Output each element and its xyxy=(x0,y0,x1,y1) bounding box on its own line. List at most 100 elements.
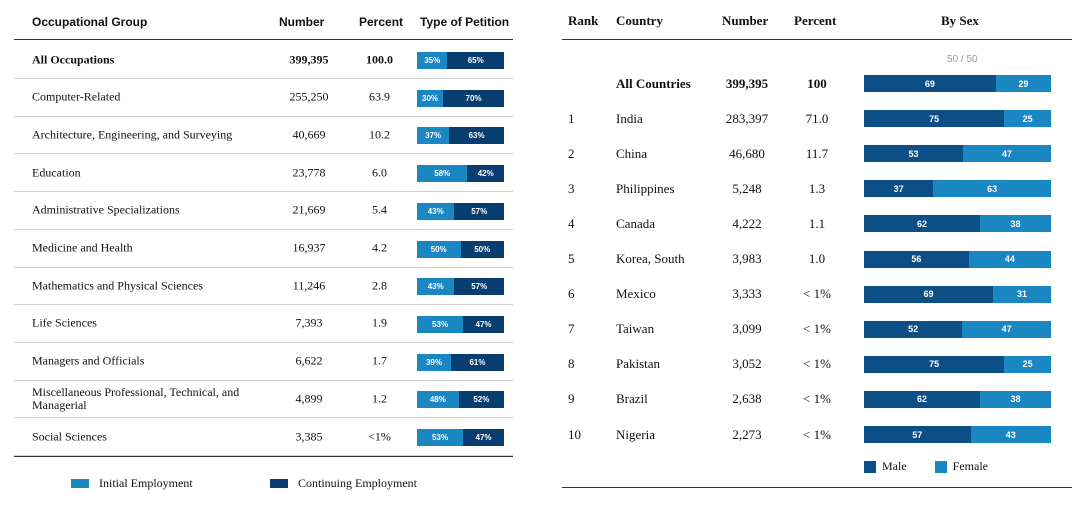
bar-segment-initial: 39% xyxy=(417,353,451,371)
country-name: China xyxy=(616,145,648,161)
country-row: 7 Taiwan 3,099 < 1% 52 47 xyxy=(562,312,1072,347)
country-number: 5,248 xyxy=(732,180,762,196)
occupation-percent: 5.4 xyxy=(372,202,387,217)
sex-bar: 62 38 xyxy=(864,390,1051,408)
bar-segment-initial: 35% xyxy=(417,52,448,69)
occupation-percent: 63.9 xyxy=(369,89,390,104)
country-rank: 3 xyxy=(568,180,575,196)
petition-bar: 50% 50% xyxy=(417,240,504,258)
country-number: 3,983 xyxy=(732,251,762,266)
bar-segment-continuing: 61% xyxy=(450,353,504,371)
bar-segment-initial: 37% xyxy=(417,127,450,145)
occupation-number: 21,669 xyxy=(292,202,326,217)
occupation-row: All Occupations 399,395 100.0 35% 65% xyxy=(14,41,513,79)
country-table-header: Rank Country Number Percent By Sex xyxy=(562,4,1072,40)
occupation-number: 7,393 xyxy=(295,315,323,330)
occupation-row: Medicine and Health 16,937 4.2 50% 50% xyxy=(14,230,513,268)
country-percent: < 1% xyxy=(803,356,831,372)
occupation-name: Medicine and Health xyxy=(32,240,133,255)
bar-segment-continuing: 47% xyxy=(463,429,504,446)
legend-label-male: Male xyxy=(882,459,907,473)
occupation-table-bottom-rule xyxy=(14,456,513,457)
bar-segment-continuing: 63% xyxy=(449,127,504,145)
legend-item-continuing: Continuing Employment xyxy=(270,476,417,491)
header-rank: Rank xyxy=(568,13,599,28)
occupation-percent: 4.2 xyxy=(372,240,387,255)
bar-segment-male: 75 xyxy=(864,110,1005,128)
legend-item-male: Male xyxy=(864,459,907,474)
header-type-of-petition: Type of Petition xyxy=(420,15,510,29)
sex-legend: Male Female xyxy=(864,459,1016,474)
bar-segment-continuing: 57% xyxy=(454,202,504,220)
occupation-row: Architecture, Engineering, and Surveying… xyxy=(14,116,513,155)
bar-segment-initial: 43% xyxy=(417,202,455,220)
occupation-percent: 2.8 xyxy=(372,278,387,293)
country-row: 9 Brazil 2,638 < 1% 62 38 xyxy=(562,382,1072,417)
legend-label-initial: Initial Employment xyxy=(99,476,193,490)
header-percent: Percent xyxy=(794,13,837,28)
sex-bar: 75 25 xyxy=(864,355,1051,373)
sex-bar: 69 31 xyxy=(864,285,1051,303)
bar-segment-female: 47 xyxy=(963,145,1051,163)
country-row: 8 Pakistan 3,052 < 1% 75 25 xyxy=(562,347,1072,382)
country-name: All Countries xyxy=(616,75,691,91)
bar-segment-continuing: 50% xyxy=(460,240,504,258)
country-number: 399,395 xyxy=(725,75,769,91)
occupation-name: Managers and Officials xyxy=(32,353,145,368)
country-percent: 71.0 xyxy=(805,110,829,126)
country-number: 2,273 xyxy=(732,426,762,442)
bar-segment-male: 62 xyxy=(864,215,980,233)
header-percent: Percent xyxy=(359,15,404,29)
country-rank: 7 xyxy=(568,321,575,337)
bar-segment-continuing: 57% xyxy=(454,278,504,296)
country-name: Korea, South xyxy=(616,251,685,266)
country-percent: < 1% xyxy=(803,321,831,337)
petition-bar: 53% 47% xyxy=(417,315,504,333)
country-rank: 8 xyxy=(568,356,575,372)
occupation-table-header: Occupational Group Number Percent Type o… xyxy=(14,8,513,40)
bar-segment-male: 56 xyxy=(864,250,969,268)
country-number: 3,099 xyxy=(732,321,762,337)
occupation-number: 11,246 xyxy=(292,278,326,293)
country-row: 6 Mexico 3,333 < 1% 69 31 xyxy=(562,277,1072,312)
bar-segment-male: 69 xyxy=(864,75,996,92)
bar-segment-continuing: 47% xyxy=(463,315,504,333)
bar-segment-continuing: 65% xyxy=(447,52,504,69)
header-country: Country xyxy=(616,13,663,28)
petition-bar: 35% 65% xyxy=(417,52,504,69)
sex-bar: 56 44 xyxy=(864,250,1051,268)
country-row: All Countries 399,395 100 69 29 xyxy=(562,66,1072,101)
petition-bar: 30% 70% xyxy=(417,89,504,107)
country-name: Pakistan xyxy=(616,356,661,372)
legend-item-initial: Initial Employment xyxy=(71,476,193,491)
country-row: 2 China 46,680 11.7 53 47 xyxy=(562,136,1072,171)
sex-bar: 69 29 xyxy=(864,75,1051,92)
legend-item-female: Female xyxy=(934,459,988,474)
country-percent: < 1% xyxy=(803,426,831,442)
country-number: 283,397 xyxy=(725,110,769,126)
occupation-name: Architecture, Engineering, and Surveying xyxy=(32,127,233,142)
bar-segment-female: 31 xyxy=(993,285,1051,303)
country-percent: 1.0 xyxy=(808,251,826,266)
country-row: 10 Nigeria 2,273 < 1% 57 43 xyxy=(562,417,1072,452)
bar-segment-initial: 50% xyxy=(417,240,461,258)
occupation-name: Education xyxy=(32,165,81,180)
bar-segment-female: 25 xyxy=(1004,355,1051,373)
country-table-bottom-rule xyxy=(562,487,1072,488)
bar-segment-female: 29 xyxy=(995,75,1051,92)
bar-segment-initial: 43% xyxy=(417,278,455,296)
petition-bar: 48% 52% xyxy=(417,391,504,409)
petition-bar: 37% 63% xyxy=(417,127,504,145)
occupation-row: Managers and Officials 6,622 1.7 39% 61% xyxy=(14,343,513,381)
country-rank: 5 xyxy=(568,251,575,266)
bar-segment-male: 52 xyxy=(864,320,963,338)
country-number: 3,333 xyxy=(732,286,762,302)
bar-segment-continuing: 70% xyxy=(443,89,504,107)
bar-segment-male: 37 xyxy=(864,180,934,198)
legend-swatch-initial xyxy=(71,479,89,488)
country-name: Canada xyxy=(616,215,655,231)
occupation-row: Education 23,778 6.0 58% 42% xyxy=(14,154,513,193)
bar-segment-male: 53 xyxy=(864,145,964,163)
country-row: 4 Canada 4,222 1.1 62 38 xyxy=(562,206,1072,241)
legend-swatch-female xyxy=(934,460,947,473)
